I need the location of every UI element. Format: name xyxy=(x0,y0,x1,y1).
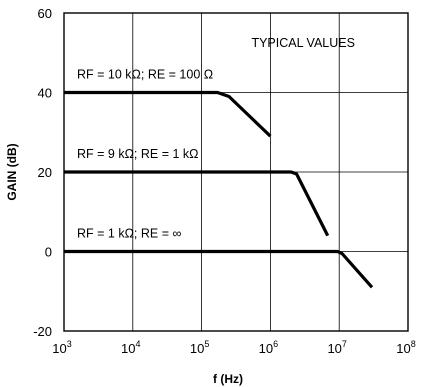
x-tick-label: 103 xyxy=(52,339,71,356)
x-tick-label: 107 xyxy=(327,339,346,356)
series-curve-1 xyxy=(64,90,272,138)
series-label-2: RF = 9 kΩ; RE = 1 kΩ xyxy=(77,147,199,161)
x-tick-label: 104 xyxy=(121,339,140,356)
y-tick-label: 60 xyxy=(38,6,52,21)
y-tick-labels: -20 0 20 40 60 xyxy=(33,6,52,339)
series-curve-2 xyxy=(64,170,330,237)
series-curve-3 xyxy=(64,249,374,289)
annotations: TYPICAL VALUES RF = 10 kΩ; RE = 100 Ω RF … xyxy=(77,36,355,241)
x-tick-labels: 103 104 105 106 107 108 xyxy=(52,339,415,356)
series-curves xyxy=(64,90,374,289)
series-label-3: RF = 1 kΩ; RE = ∞ xyxy=(77,227,181,241)
x-axis-title: f (Hz) xyxy=(213,372,243,386)
y-tick-label: 20 xyxy=(38,165,52,180)
x-tick-label: 106 xyxy=(259,339,278,356)
x-tick-label: 108 xyxy=(396,339,415,356)
y-axis-title: GAIN (dB) xyxy=(5,143,19,200)
typical-values-annotation: TYPICAL VALUES xyxy=(251,36,355,50)
y-tick-label: 40 xyxy=(38,86,52,101)
y-tick-label: -20 xyxy=(33,324,52,339)
x-tick-label: 105 xyxy=(190,339,209,356)
series-label-1: RF = 10 kΩ; RE = 100 Ω xyxy=(77,68,213,82)
y-tick-label: 0 xyxy=(45,245,52,260)
